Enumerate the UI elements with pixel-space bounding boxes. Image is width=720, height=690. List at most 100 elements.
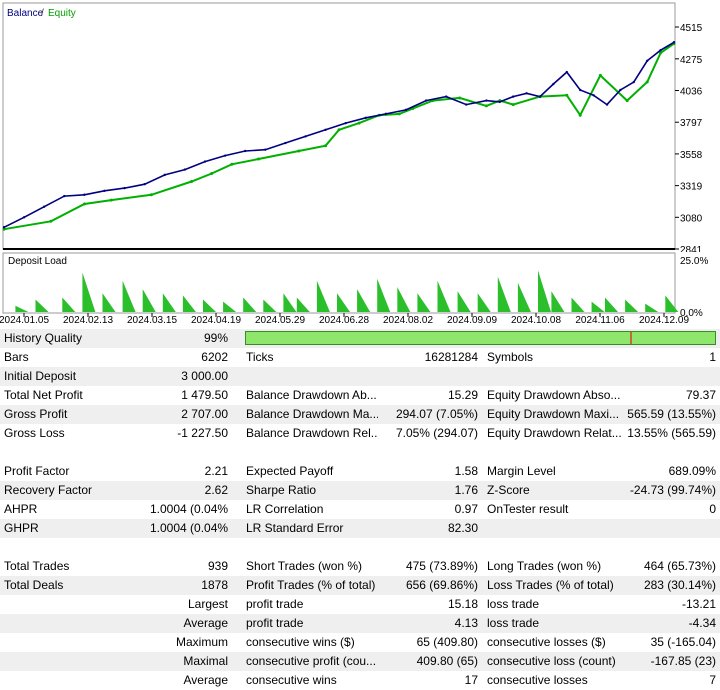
cell-v3: 0 xyxy=(709,502,716,516)
cell-v1: 1.0004 (0.04%) xyxy=(150,502,228,516)
x-tick-label: 2024.09.09 xyxy=(447,315,497,326)
balance-point xyxy=(659,49,662,52)
equity-point xyxy=(659,51,663,55)
load-peak xyxy=(263,299,277,312)
equity-point xyxy=(190,179,194,183)
x-tick-label: 2024.11.06 xyxy=(575,315,625,326)
load-peak xyxy=(142,289,156,312)
equity-point xyxy=(297,149,301,153)
report-row: Recovery Factor 2.62 Sharpe Ratio 1.76 Z-Sco… xyxy=(0,481,720,500)
balance-point xyxy=(646,59,649,63)
balance-point xyxy=(324,128,327,131)
balance-point xyxy=(512,95,515,98)
balance-point xyxy=(619,88,622,92)
balance-point xyxy=(498,100,501,104)
balance-point xyxy=(465,103,468,106)
cell-l2: consecutive profit (cou... xyxy=(246,654,377,668)
equity-point xyxy=(257,157,261,161)
cell-v3: 464 (65.73%) xyxy=(643,559,716,573)
cell-l1: Initial Deposit xyxy=(4,369,77,383)
cell-l3: Symbols xyxy=(487,350,534,364)
x-tick-label: 2024.08.02 xyxy=(383,315,433,326)
equity-point xyxy=(210,172,214,176)
equity-point xyxy=(149,193,153,197)
cell-r1: Largest xyxy=(187,597,228,611)
equity-point xyxy=(645,80,649,84)
load-peak xyxy=(15,305,29,312)
cell-v2: 1.76 xyxy=(454,483,478,497)
cell-v3: 1 xyxy=(709,350,716,364)
report-row: Average profit trade 4.13 loss trade -4.34 xyxy=(0,614,720,633)
cell-v2: 17 xyxy=(464,673,478,687)
report-row: Average consecutive wins 17 consecutive los… xyxy=(0,671,720,690)
cell-l3: Equity Drawdown Maxi... xyxy=(487,407,620,421)
cell-v3: -24.73 (99.74%) xyxy=(629,483,716,497)
cell-l2: Profit Trades (% of total) xyxy=(246,578,376,592)
cell-r1: Maximal xyxy=(183,654,228,668)
load-peak xyxy=(665,295,679,312)
balance-point xyxy=(632,80,635,84)
cell-l1: Gross Loss xyxy=(4,426,65,440)
balance-point xyxy=(2,226,6,229)
report-row: Bars 6202 Ticks 16281284 Symbols 1 xyxy=(0,348,720,367)
cell-v3: -167.85 (23) xyxy=(650,654,716,668)
cell-v3: 7 xyxy=(709,673,716,687)
cell-v2: 409.80 (65) xyxy=(416,654,478,668)
cell-v3: 689.09% xyxy=(668,464,716,478)
x-tick-label: 2024.01.05 xyxy=(0,315,49,326)
cell-v1: 2 707.00 xyxy=(181,407,228,421)
balance-point xyxy=(605,103,609,106)
equity-point xyxy=(230,162,234,166)
balance-point xyxy=(538,95,542,98)
cell-r1: Maximum xyxy=(175,635,228,649)
load-peak xyxy=(437,280,451,312)
equity-point xyxy=(397,112,401,116)
balance-point xyxy=(592,94,595,97)
cell-l1: GHPR xyxy=(4,521,39,535)
equity-point xyxy=(625,99,629,103)
load-peak xyxy=(625,299,639,312)
balance-point xyxy=(384,112,388,116)
cell-l1: Total Trades xyxy=(4,559,70,573)
cell-l2: profit trade xyxy=(246,616,304,630)
report-row: Gross Profit 2 707.00 Balance Drawdown Ma.… xyxy=(0,405,720,424)
y-tick-label: 4275 xyxy=(680,55,703,66)
x-tick-label: 2024.03.15 xyxy=(127,315,177,326)
cell-v2: 1.58 xyxy=(454,464,478,478)
balance-point xyxy=(445,95,448,98)
equity-point xyxy=(458,96,462,100)
load-peak xyxy=(357,289,371,312)
cell-l2: consecutive wins xyxy=(246,673,337,687)
cell-l1: Gross Profit xyxy=(4,407,68,421)
equity-point xyxy=(578,113,582,117)
cell-l1: Bars xyxy=(4,350,29,364)
equity-point xyxy=(598,73,602,77)
cell-l1: Recovery Factor xyxy=(4,483,93,497)
cell-l2: Expected Payoff xyxy=(246,464,334,478)
x-tick-label: 2024.05.29 xyxy=(255,315,305,326)
cell-v1: 1 479.50 xyxy=(181,388,228,402)
legend-balance: Balance xyxy=(7,8,44,19)
equity-point xyxy=(357,121,361,125)
cell-v2: 82.30 xyxy=(447,521,478,535)
report-row: Profit Factor 2.21 Expected Payoff 1.58 Marg… xyxy=(0,462,720,481)
y-tick-label: 4036 xyxy=(680,87,703,98)
cell-v2: 15.18 xyxy=(447,597,478,611)
equity-point xyxy=(2,227,6,231)
cell-l2: Ticks xyxy=(246,350,274,364)
report-row: Maximum consecutive wins ($) 65 (409.80) co… xyxy=(0,633,720,652)
cell-v1: 939 xyxy=(207,559,228,573)
cell-v2: 4.13 xyxy=(454,616,478,630)
cell-v2: 0.97 xyxy=(454,502,478,516)
statistics-report: History Quality 99% Bars 6202 Ticks 1628128… xyxy=(0,329,720,690)
cell-v3: 283 (30.14%) xyxy=(643,578,716,592)
x-tick-label: 2024.04.19 xyxy=(191,315,241,326)
equity-point xyxy=(324,144,328,148)
cell-l3: Long Trades (won %) xyxy=(487,559,602,573)
load-peak xyxy=(497,276,511,312)
balance-point xyxy=(404,108,408,112)
cell-l2: Sharpe Ratio xyxy=(246,483,317,497)
balance-point xyxy=(304,135,307,138)
cell-v1: 3 000.00 xyxy=(181,369,228,383)
report-row: AHPR 1.0004 (0.04%) LR Correlation 0.97 OnTe… xyxy=(0,500,720,519)
